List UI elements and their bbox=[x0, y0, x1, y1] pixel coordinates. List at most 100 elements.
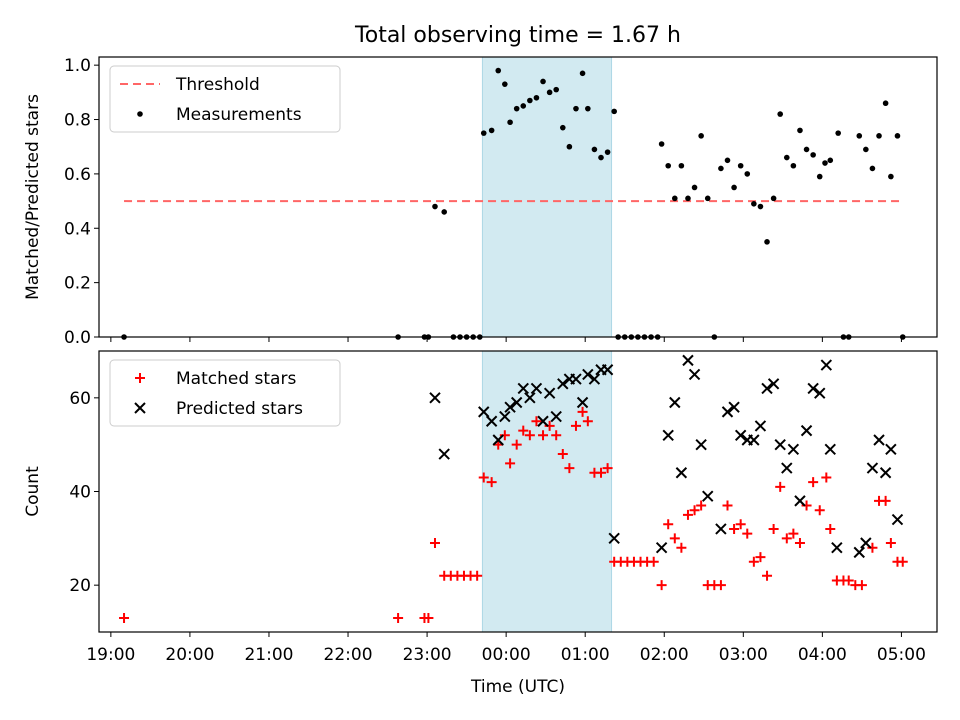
predicted-stars-point bbox=[794, 495, 806, 507]
measurement-point bbox=[573, 105, 579, 112]
measurement-point bbox=[810, 152, 816, 158]
star-count-panel: 20 40 60 19:00 20:00 21:00 22:00 23:00 00:00 01:0… bbox=[23, 350, 938, 697]
measurement-point bbox=[876, 133, 882, 139]
legend-swatch-matched bbox=[135, 373, 145, 383]
measurement-point bbox=[822, 160, 828, 166]
measurement-point bbox=[441, 209, 448, 215]
matched-stars-point bbox=[821, 472, 832, 483]
predicted-stars-point bbox=[550, 410, 562, 423]
plot-frame bbox=[98, 56, 938, 338]
x-tick-label: 02:00 bbox=[640, 645, 689, 665]
matched-stars-point bbox=[729, 523, 740, 534]
measurement-point bbox=[658, 141, 665, 147]
predicted-stars-point bbox=[557, 378, 569, 390]
x-tick-label: 05:00 bbox=[877, 645, 926, 665]
x-tick-label: 21:00 bbox=[244, 645, 293, 665]
predicted-stars-point bbox=[601, 364, 614, 376]
predicted-stars-point bbox=[787, 443, 800, 456]
predicted-stars-point bbox=[570, 373, 582, 385]
y-axis-label: Matched/Predicted stars bbox=[23, 94, 43, 300]
matched-stars-point bbox=[755, 552, 766, 563]
measurement-point bbox=[737, 162, 744, 169]
matched-stars-point bbox=[393, 612, 404, 623]
predicted-stars-point bbox=[576, 396, 589, 409]
matched-stars-point bbox=[676, 542, 687, 553]
matched-stars-point bbox=[518, 425, 529, 436]
x-tick-label: 22:00 bbox=[324, 645, 373, 665]
predicted-stars-point bbox=[492, 434, 504, 446]
predicted-stars-point bbox=[655, 541, 668, 554]
measurement-point bbox=[604, 149, 611, 155]
legend-swatch-measurements bbox=[137, 111, 143, 117]
predicted-stars-point bbox=[510, 396, 523, 409]
matched-stars-point bbox=[762, 570, 773, 581]
predicted-stars-point bbox=[824, 443, 836, 456]
matched-stars-point bbox=[775, 481, 786, 492]
predicted-stars-point bbox=[860, 537, 872, 549]
predicted-stars-point bbox=[478, 406, 490, 418]
measurement-point bbox=[685, 195, 691, 202]
measurement-point bbox=[520, 103, 527, 109]
measurement-point bbox=[827, 157, 834, 164]
y-tick-label: 40 bbox=[69, 483, 91, 503]
measurement-point bbox=[559, 124, 566, 131]
matched-stars-point bbox=[656, 580, 667, 591]
matched-stars-point bbox=[663, 519, 674, 530]
predicted-stars-point bbox=[891, 513, 904, 526]
matched-stars-point bbox=[511, 439, 522, 450]
y-tick-label: 0.0 bbox=[64, 328, 91, 348]
predicted-stars-point bbox=[524, 392, 536, 404]
measurement-point bbox=[678, 162, 685, 169]
measurement-point bbox=[764, 239, 770, 245]
predicted-stars-point bbox=[537, 415, 549, 427]
matched-stars-point bbox=[722, 500, 733, 511]
matched-stars-point bbox=[472, 570, 483, 581]
matched-stars-point bbox=[557, 449, 568, 460]
matched-stars-point bbox=[582, 416, 593, 427]
measurement-point bbox=[863, 146, 869, 153]
measurement-point bbox=[777, 111, 784, 117]
matched-stars-point bbox=[742, 528, 753, 539]
y-tick-label: 0.8 bbox=[64, 111, 91, 131]
measurement-point bbox=[856, 133, 863, 139]
measurement-point bbox=[790, 162, 797, 169]
legend-label: Threshold bbox=[175, 75, 260, 95]
measurement-point bbox=[797, 127, 803, 134]
matched-stars-point bbox=[577, 406, 588, 417]
x-tick-label: 23:00 bbox=[403, 645, 452, 665]
predicted-stars-point bbox=[879, 467, 892, 479]
measurement-point bbox=[432, 203, 438, 210]
predicted-stars-point bbox=[582, 368, 594, 381]
predicted-stars-point bbox=[675, 467, 688, 479]
matched-stars-point bbox=[696, 500, 707, 511]
matched-stars-point bbox=[538, 430, 549, 441]
matched-stars-point bbox=[689, 505, 700, 516]
legend-label: Measurements bbox=[176, 105, 302, 125]
legend-box bbox=[109, 65, 341, 133]
measurement-point bbox=[757, 203, 764, 210]
predicted-stars-point bbox=[820, 359, 833, 371]
measurement-point bbox=[546, 89, 553, 96]
measurement-point bbox=[665, 162, 672, 169]
matched-stars-point bbox=[119, 612, 130, 623]
measurement-point bbox=[869, 165, 876, 172]
y-tick-label: 0.6 bbox=[64, 165, 91, 185]
predicted-stars-point bbox=[814, 387, 826, 399]
measurement-point bbox=[718, 165, 724, 172]
x-tick-label: 03:00 bbox=[719, 645, 768, 665]
predicted-stars-point bbox=[429, 392, 441, 404]
measurement-point bbox=[671, 195, 678, 202]
predicted-stars-point bbox=[721, 406, 734, 418]
matched-stars-point bbox=[856, 580, 867, 591]
y-axis-label: Count bbox=[23, 466, 43, 517]
matched-stars-point bbox=[715, 580, 726, 591]
predicted-stars-point bbox=[800, 424, 813, 437]
predicted-stars-point bbox=[853, 546, 865, 559]
matched-stars-point bbox=[897, 556, 908, 567]
measurement-point bbox=[527, 97, 533, 104]
predicted-stars-point bbox=[767, 378, 780, 390]
legend-label: Predicted stars bbox=[176, 399, 303, 419]
figure-title: Total observing time = 1.67 h bbox=[354, 23, 681, 48]
matched-stars-point bbox=[825, 523, 836, 534]
predicted-stars-point bbox=[588, 373, 601, 385]
